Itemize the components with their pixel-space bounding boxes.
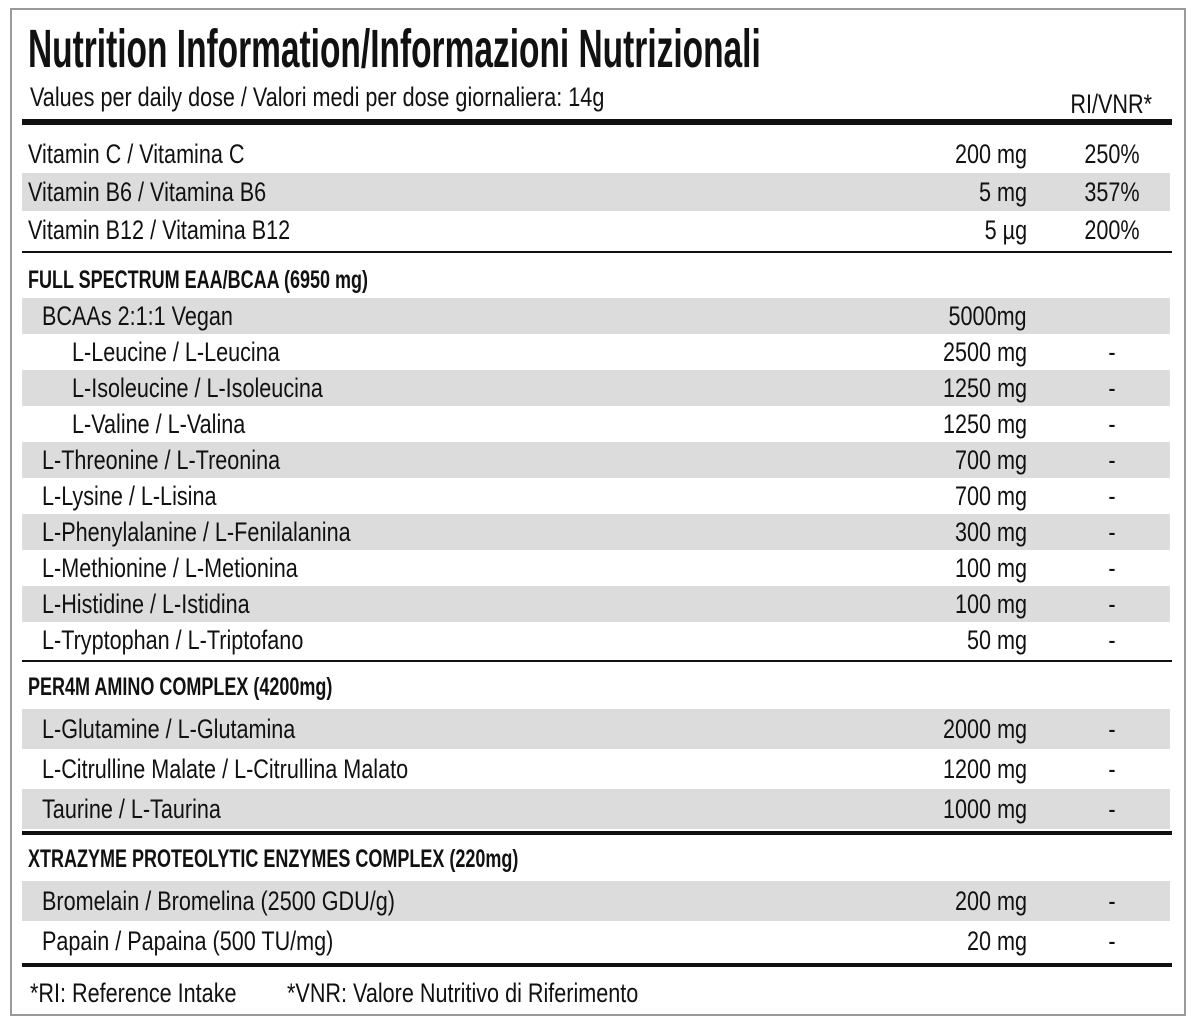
amount: 1250 mg [942,372,1027,403]
row-band [22,442,1170,478]
amount: 300 mg [954,516,1027,547]
nutrient-name: Vitamin C / Vitamina C [28,138,245,169]
ri-value: - [1108,336,1116,367]
nutrient-name: L-Tryptophan / L-Triptofano [42,624,304,655]
nutrient-name: L-Citrulline Malate / L-Citrullina Malat… [42,753,409,784]
amount: 1250 mg [942,408,1027,439]
nutrient-name: L-Phenylalanine / L-Fenilalanina [42,516,351,547]
amount: 100 mg [954,552,1027,583]
nutrient-name: L-Glutamine / L-Glutamina [42,713,296,744]
ri-value: - [1108,925,1116,956]
ri-value: - [1108,480,1116,511]
ri-value: - [1108,516,1116,547]
row-band [22,514,1170,550]
title: Nutrition Information/Informazioni Nutri… [28,19,761,79]
amount: 1000 mg [942,793,1027,824]
amount: 200 mg [954,138,1027,169]
amount: 1200 mg [942,753,1027,784]
ri-heading: RI/VNR* [1070,89,1152,119]
nutrient-name: L-Histidine / L-Istidina [42,588,250,619]
nutrient-name: Vitamin B6 / Vitamina B6 [28,176,267,207]
ri-value: - [1108,624,1116,655]
row-band [22,586,1170,622]
amount: 100 mg [954,588,1027,619]
ri-value: 250% [1084,138,1140,169]
ri-value: - [1108,753,1116,784]
footnote: *VNR: Valore Nutritivo di Riferimento [287,978,639,1008]
amount: 20 mg [966,925,1027,956]
rule [22,831,1172,835]
nutrient-name: Bromelain / Bromelina (2500 GDU/g) [42,885,395,916]
row-band [22,298,1170,334]
ri-value: - [1108,588,1116,619]
amount: 700 mg [954,480,1027,511]
row-band [22,709,1170,749]
nutrient-name: L-Lysine / L-Lisina [42,480,217,511]
section-heading: XTRAZYME PROTEOLYTIC ENZYMES COMPLEX (22… [28,845,519,873]
rule [22,963,1172,967]
nutrient-name: L-Leucine / L-Leucina [72,336,280,367]
section-heading: FULL SPECTRUM EAA/BCAA (6950 mg) [28,265,369,294]
row-band [22,173,1170,211]
ri-value: - [1108,552,1116,583]
nutrient-name: Taurine / L-Taurina [42,793,221,824]
ri-value: - [1108,793,1116,824]
ri-value: - [1108,372,1116,403]
amount: 2000 mg [942,713,1027,744]
amount: 5 mg [978,176,1027,207]
amount: 5000mg [948,300,1027,331]
rule [22,119,1172,125]
section-heading: PER4M AMINO COMPLEX (4200mg) [28,673,333,701]
amount: 200 mg [954,885,1027,916]
nutrient-name: L-Threonine / L-Treonina [42,444,281,475]
row-band [22,881,1170,921]
amount: 5 µg [984,214,1027,245]
nutrient-name: L-Isoleucine / L-Isoleucina [72,372,323,403]
ri-value: - [1108,885,1116,916]
subtitle: Values per daily dose / Valori medi per … [30,82,605,112]
ri-value: 357% [1084,176,1140,207]
nutrient-name: L-Valine / L-Valina [72,408,246,439]
ri-value: 200% [1084,214,1140,245]
rule [22,251,1172,253]
row-band [22,789,1170,829]
ri-value: - [1108,444,1116,475]
nutrient-name: BCAAs 2:1:1 Vegan [42,300,233,331]
amount: 2500 mg [942,336,1027,367]
ri-value: - [1108,713,1116,744]
ri-value: - [1108,408,1116,439]
nutrient-name: L-Methionine / L-Metionina [42,552,298,583]
nutrient-name: Vitamin B12 / Vitamina B12 [28,214,291,245]
amount: 700 mg [954,444,1027,475]
rule [22,660,1172,662]
row-band [22,370,1170,406]
nutrient-name: Papain / Papaina (500 TU/mg) [42,925,334,956]
footnote: *RI: Reference Intake [30,978,237,1008]
frame [10,8,1186,1016]
amount: 50 mg [966,624,1027,655]
